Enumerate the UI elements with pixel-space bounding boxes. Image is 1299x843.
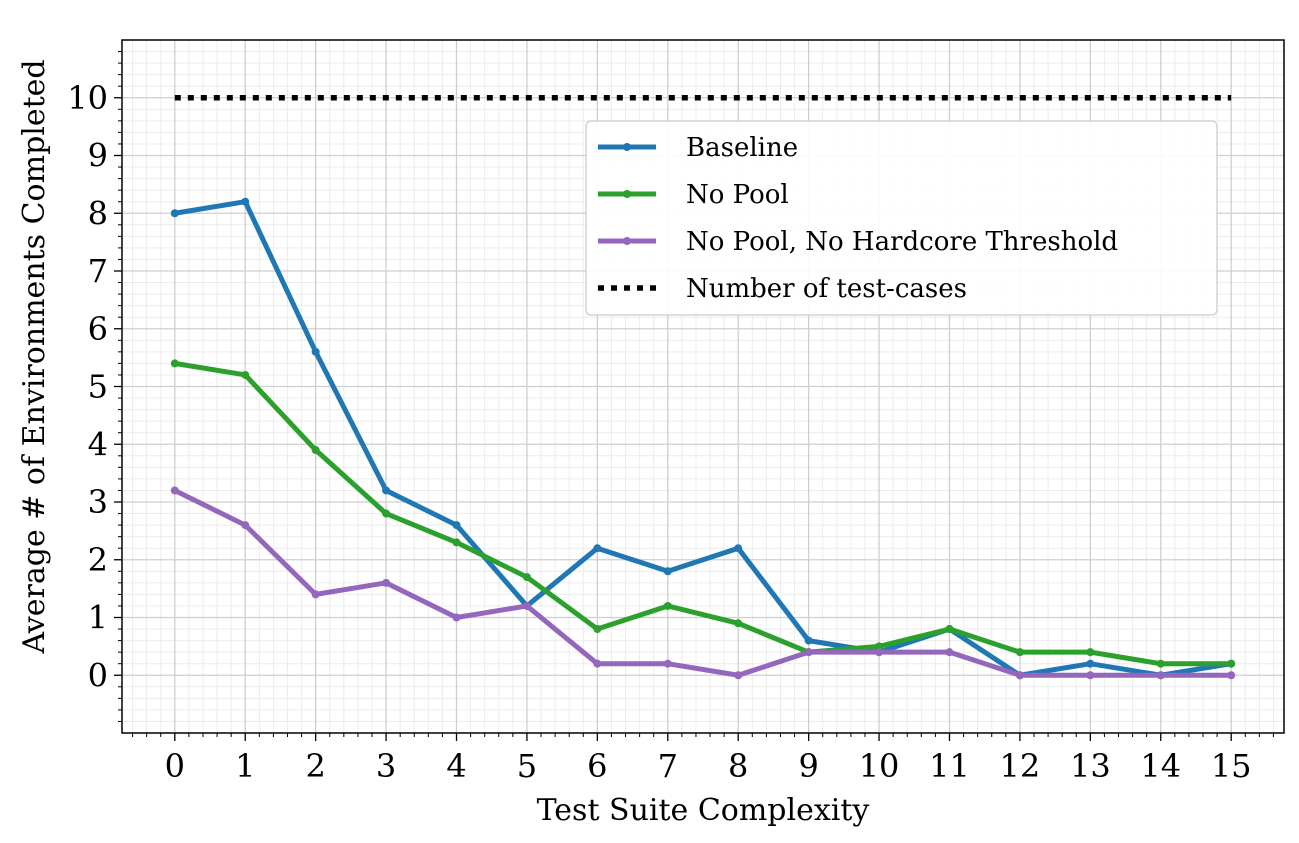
series-point: [1227, 671, 1236, 680]
series-point: [734, 671, 743, 680]
series-point: [875, 642, 884, 651]
series-point: [522, 601, 531, 610]
x-tick-label: 10: [859, 747, 900, 785]
series-point: [1015, 671, 1024, 680]
series-point: [452, 613, 461, 622]
series-point: [593, 544, 602, 553]
x-tick-label: 12: [1000, 747, 1041, 785]
x-tick-label: 2: [305, 747, 325, 785]
legend-label: Baseline: [686, 133, 798, 163]
legend-marker: [623, 143, 631, 151]
legend-label: No Pool, No Hardcore Threshold: [686, 227, 1118, 257]
x-tick-label: 8: [728, 747, 748, 785]
x-tick-label: 7: [658, 747, 678, 785]
x-tick-label: 13: [1070, 747, 1111, 785]
series-line: [173, 488, 1232, 678]
series-point: [663, 567, 672, 576]
series-point: [311, 347, 320, 356]
series-point: [452, 521, 461, 530]
series-point: [663, 601, 672, 610]
series-point: [804, 648, 813, 657]
series-point: [1227, 659, 1236, 668]
series-point: [382, 486, 391, 495]
y-tick-label: 7: [88, 252, 108, 290]
x-tick-label: 1: [235, 747, 255, 785]
series-point: [804, 636, 813, 645]
series-point: [522, 573, 531, 582]
y-tick-label: 3: [88, 483, 108, 521]
series-point: [241, 197, 250, 206]
legend-item: No Pool, No Hardcore Threshold: [598, 227, 1118, 257]
x-axis-label: Test Suite Complexity: [537, 793, 870, 828]
series-point: [945, 625, 954, 634]
series-point: [1156, 659, 1165, 668]
series-point: [452, 538, 461, 547]
series-point: [875, 648, 884, 657]
series-point: [382, 509, 391, 518]
series-point: [382, 578, 391, 587]
x-tick-label: 4: [446, 747, 466, 785]
y-tick-label: 4: [88, 425, 108, 463]
x-tick-label: 9: [798, 747, 818, 785]
y-tick-label: 0: [88, 656, 108, 694]
legend: Baseline No Pool No Pool, No Hardcore Thre…: [585, 120, 1218, 316]
legend-item: Number of test-cases: [598, 274, 967, 304]
series-point: [311, 446, 320, 455]
y-tick-label: 5: [88, 368, 108, 406]
series-point: [170, 359, 179, 368]
y-tick-label: 6: [88, 310, 108, 348]
series-line: [174, 360, 1232, 667]
x-tick-label: 0: [165, 747, 185, 785]
legend-box: [585, 120, 1218, 316]
series-point: [1086, 671, 1095, 680]
series-layer: [170, 95, 1236, 680]
series-point: [1015, 648, 1024, 657]
series-point: [1156, 671, 1165, 680]
series-no-pool: [170, 359, 1236, 668]
legend-item: Baseline: [598, 133, 798, 163]
y-tick-label: 9: [88, 137, 108, 175]
series-point: [1086, 648, 1095, 657]
series-point: [663, 659, 672, 668]
series-point: [945, 648, 954, 657]
y-axis-label: Average # of Environments Completed: [17, 59, 52, 654]
x-tick-label: 3: [376, 747, 396, 785]
x-tick-label: 5: [517, 747, 537, 785]
x-tick-label: 15: [1211, 747, 1252, 785]
series-point: [734, 544, 743, 553]
legend-marker: [623, 190, 631, 198]
series-no-pool-no-hardcore-threshold: [170, 486, 1236, 680]
y-tick-label: 2: [88, 541, 108, 579]
legend-label: Number of test-cases: [686, 274, 967, 304]
series-point: [241, 521, 250, 530]
y-tick-label: 10: [67, 79, 108, 117]
x-tick-label: 11: [929, 747, 970, 785]
y-tick-label: 8: [88, 194, 108, 232]
x-tick-label: 14: [1140, 747, 1181, 785]
series-point: [734, 619, 743, 628]
series-point: [170, 486, 179, 495]
series-point: [241, 370, 250, 379]
series-point: [311, 590, 320, 599]
legend-marker: [623, 237, 631, 245]
series-point: [593, 659, 602, 668]
series-point: [170, 209, 179, 218]
series-point: [593, 625, 602, 634]
legend-item: No Pool: [598, 180, 789, 210]
series-point: [1086, 659, 1095, 668]
legend-label: No Pool: [686, 180, 789, 210]
x-tick-label: 6: [587, 747, 607, 785]
series-line: [174, 199, 1232, 678]
y-tick-label: 1: [88, 599, 108, 637]
